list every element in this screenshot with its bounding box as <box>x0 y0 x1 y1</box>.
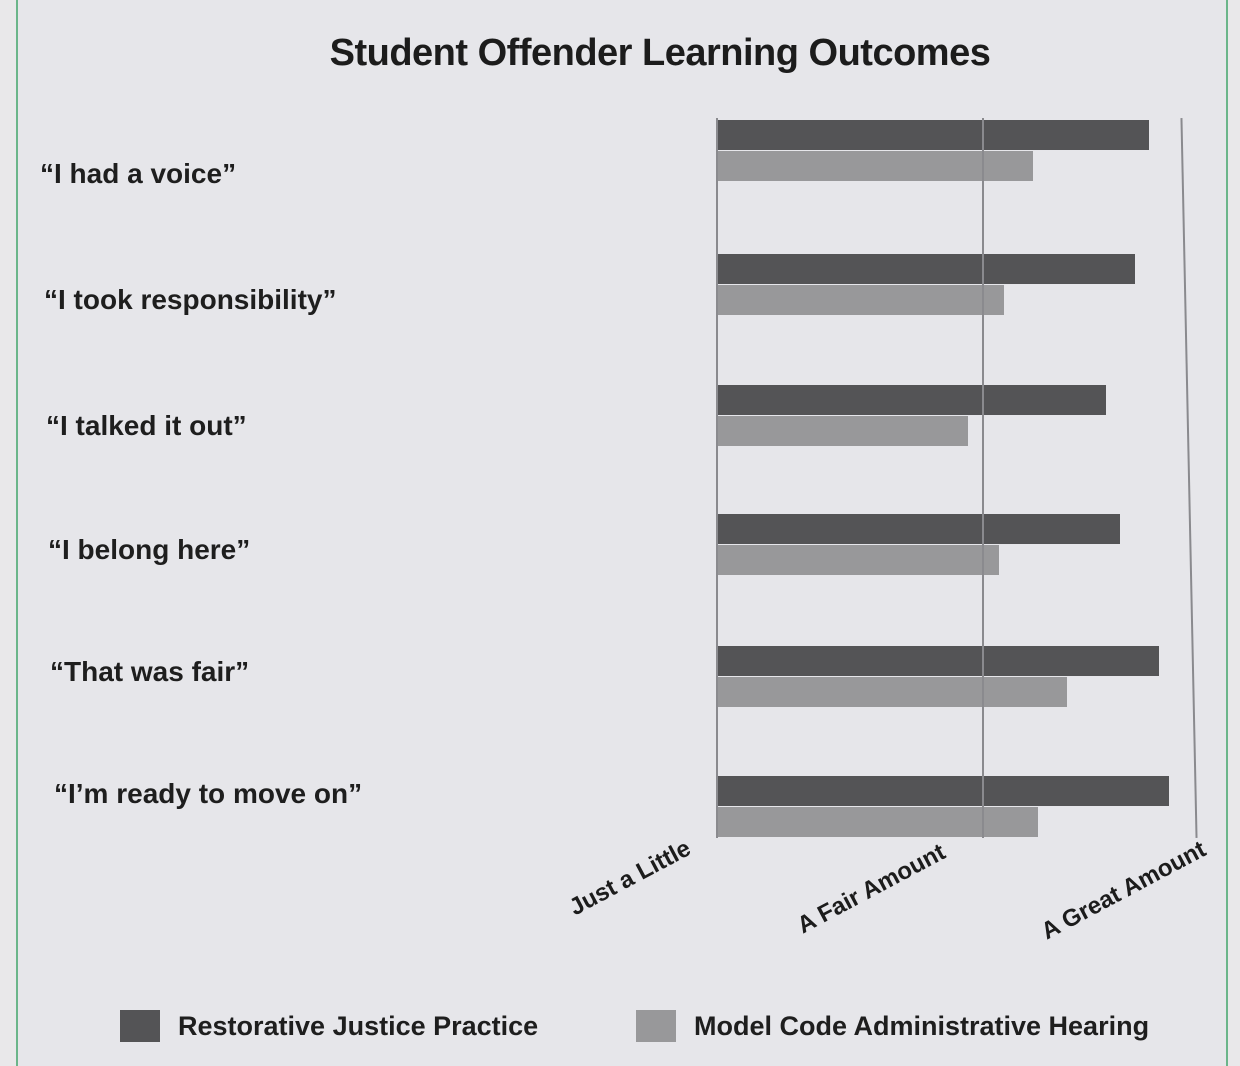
chart-title: Student Offender Learning Outcomes <box>329 32 991 74</box>
category-label: “I talked it out” <box>46 410 247 441</box>
bar-model-code <box>716 545 1000 575</box>
legend-item-mc: Model Code Administrative Hearing <box>636 1010 1149 1042</box>
bar-model-code <box>716 285 1004 315</box>
category-label: “I belong here” <box>48 534 251 565</box>
category-label: “I had a voice” <box>40 158 237 189</box>
legend-label: Model Code Administrative Hearing <box>694 1010 1150 1041</box>
bar-model-code <box>716 416 968 446</box>
bar-model-code <box>716 807 1038 837</box>
bar-restorative-justice <box>716 776 1169 806</box>
bar-model-code <box>716 151 1034 181</box>
category-label: “I’m ready to move on” <box>54 778 363 809</box>
legend-label: Restorative Justice Practice <box>178 1010 539 1041</box>
category-label: “That was fair” <box>50 656 250 687</box>
bar-restorative-justice <box>716 646 1159 676</box>
bar-model-code <box>716 677 1067 707</box>
bar-restorative-justice <box>716 514 1121 544</box>
bar-restorative-justice <box>716 120 1150 150</box>
gridline-fair-amount <box>982 118 984 838</box>
bar-restorative-justice <box>716 254 1135 284</box>
bar-restorative-justice <box>716 385 1106 415</box>
legend-swatch-light <box>636 1010 676 1042</box>
gridline-just-a-little <box>716 118 718 838</box>
category-label: “I took responsibility” <box>44 284 337 315</box>
legend-swatch-dark <box>120 1010 160 1042</box>
legend-item-rj: Restorative Justice Practice <box>120 1010 538 1042</box>
